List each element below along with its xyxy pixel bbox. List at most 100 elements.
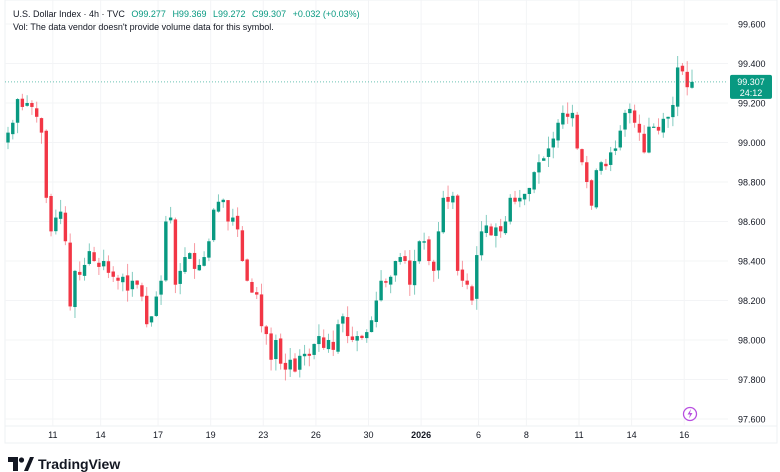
candle-up: [518, 197, 522, 202]
candle-down: [632, 110, 637, 123]
time-tick-label: 14: [96, 430, 106, 440]
ohlc-open: O99.277: [131, 9, 166, 19]
ohlc-low: L99.272: [212, 9, 246, 19]
candle-up: [441, 197, 445, 233]
candle-up: [494, 227, 498, 236]
candle-down: [235, 215, 240, 230]
candle-up: [613, 148, 618, 151]
candle-up: [623, 112, 627, 130]
candle-down: [145, 295, 149, 325]
price-tick-label: 98.600: [738, 217, 766, 227]
candle-down: [427, 239, 431, 261]
candle-up: [570, 112, 575, 119]
candle-up: [503, 221, 508, 234]
candle-down: [106, 261, 111, 273]
candle-down: [135, 280, 139, 285]
tradingview-logo[interactable]: TradingView: [8, 456, 120, 472]
candle-down: [78, 271, 82, 275]
candle-up: [508, 197, 512, 222]
price-tick-label: 98.800: [738, 178, 766, 188]
bar-countdown: 24:12: [740, 88, 763, 98]
candle-up: [551, 138, 555, 148]
candle-down: [245, 259, 249, 281]
candle-up: [25, 103, 29, 106]
candle-down: [63, 212, 68, 242]
candle-up: [207, 241, 211, 258]
candle-up: [484, 225, 489, 234]
candle-up: [422, 241, 426, 243]
candle-up: [369, 320, 374, 333]
candle-up: [379, 280, 383, 301]
candle-down: [350, 336, 355, 340]
price-tick-label: 97.600: [738, 415, 766, 425]
chart-legend: U.S. Dollar Index · 4h · TVC O99.277 H99…: [13, 8, 364, 34]
candle-down: [20, 98, 25, 107]
price-tick-label: 99.600: [738, 20, 766, 30]
candle-up: [302, 353, 307, 357]
candle-down: [432, 261, 436, 271]
candle-down: [264, 326, 268, 335]
candle-up: [393, 261, 398, 276]
time-tick-label: 17: [153, 430, 163, 440]
candle-down: [585, 162, 589, 182]
candle-up: [15, 99, 20, 123]
time-tick-label: 30: [364, 430, 374, 440]
candle-up: [647, 126, 651, 153]
ohlc-close: C99.307: [252, 9, 287, 19]
candle-up: [202, 257, 206, 266]
current-price-value: 99.307: [737, 77, 765, 87]
candle-up: [675, 67, 680, 107]
candle-down: [345, 317, 350, 337]
candle-up: [671, 104, 675, 118]
candle-up: [336, 324, 340, 352]
candle-up: [451, 195, 455, 203]
time-tick-label: 8: [524, 430, 529, 440]
candle-down: [513, 197, 517, 202]
symbol-title[interactable]: U.S. Dollar Index · 4h · TVC: [13, 9, 125, 19]
time-tick-label: 2026: [411, 430, 431, 440]
candle-up: [58, 211, 63, 219]
candle-up: [178, 270, 182, 284]
time-tick-label: 23: [258, 430, 268, 440]
candle-down: [240, 230, 245, 261]
candle-up: [288, 359, 292, 370]
candle-up: [365, 332, 369, 339]
candle-up: [522, 193, 527, 200]
time-tick-label: 16: [679, 430, 689, 440]
candle-up: [594, 170, 599, 208]
candle-down: [680, 65, 685, 72]
brand-name: TradingView: [38, 456, 121, 472]
candle-up: [661, 118, 666, 133]
candle-up: [537, 162, 541, 173]
candle-up: [188, 253, 192, 259]
candle-down: [125, 275, 130, 291]
candle-down: [278, 338, 283, 364]
candle-down: [489, 226, 493, 236]
candle-up: [231, 217, 235, 222]
ohlc-change: +0.032 (+0.03%): [292, 9, 360, 19]
candle-down: [604, 163, 608, 167]
candle-down: [34, 108, 39, 117]
time-tick-label: 14: [627, 430, 637, 440]
candle-up: [326, 340, 331, 350]
candle-down: [498, 226, 503, 232]
candle-down: [140, 285, 144, 297]
candle-down: [360, 335, 364, 339]
candle-down: [685, 71, 689, 88]
candle-down: [408, 260, 412, 285]
candle-down: [580, 149, 584, 163]
candle-up: [417, 241, 422, 262]
candle-up: [355, 336, 359, 341]
candle-down: [97, 262, 101, 267]
candle-down: [49, 195, 53, 232]
candlestick-chart[interactable]: 99.600 99.400 99.200 99.000 98.800 98.600 98.4…: [0, 0, 780, 446]
candle-up: [216, 201, 221, 212]
candle-down: [321, 337, 326, 348]
candle-down: [111, 271, 115, 277]
candle-up: [6, 132, 10, 143]
ohlc-high: H99.369: [172, 9, 207, 19]
candle-up: [398, 257, 402, 262]
candle-up: [73, 270, 77, 308]
candle-down: [642, 133, 646, 153]
price-tick-label: 98.400: [738, 257, 766, 267]
